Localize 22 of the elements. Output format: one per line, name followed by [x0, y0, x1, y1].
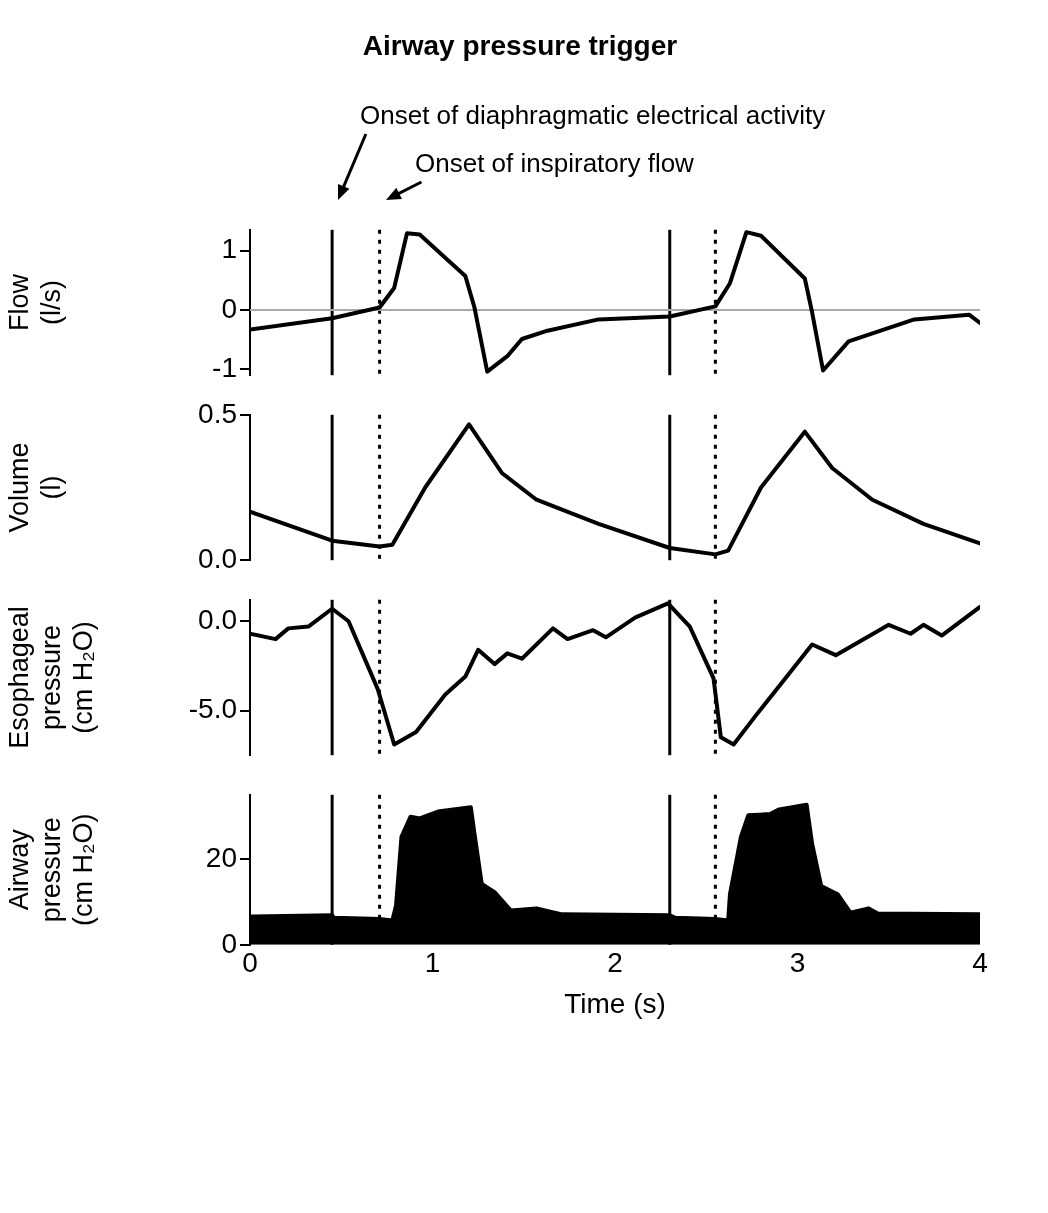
text: Onset of inspiratory flow	[415, 148, 694, 179]
y-axis-title: Airway pressure (cm H₂O)	[3, 813, 99, 927]
y-tick-label: -5.0	[188, 693, 237, 725]
x-tick-label: 2	[607, 947, 623, 979]
y-tick-label: -1	[212, 351, 237, 383]
y-tick-label: 0.0	[198, 603, 237, 635]
x-tick-label: 4	[972, 947, 988, 979]
x-tick-label: 0	[242, 947, 258, 979]
y-tick-label: 0.0	[198, 542, 237, 574]
y-tick-label: 0	[221, 292, 237, 324]
y-axis-title: Flow (l/s)	[3, 273, 67, 332]
chart-title: Airway pressure trigger	[361, 30, 679, 62]
y-tick-label: 1	[221, 233, 237, 265]
x-axis-title: Time (s)	[564, 987, 666, 1019]
y-tick-label: 0.5	[198, 397, 237, 429]
y-axis-title: Volume (l)	[3, 442, 67, 533]
y-tick-label: 0	[221, 927, 237, 959]
y-axis-title: Esophageal pressure (cm H₂O)	[3, 606, 99, 749]
x-tick-label: 3	[789, 947, 806, 979]
y-tick-label: 20	[205, 841, 237, 873]
text: Onset of diaphragmatic electrical activity	[360, 100, 826, 131]
x-tick-label: 1	[424, 947, 441, 979]
